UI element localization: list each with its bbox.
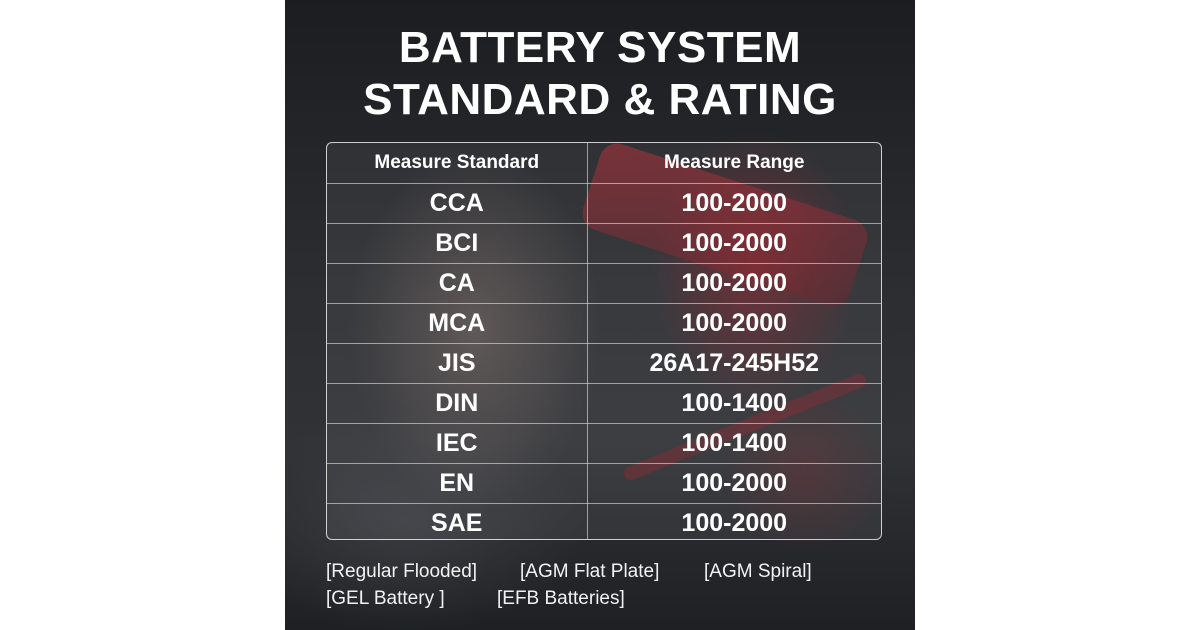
- range-cell: 100-1400: [587, 423, 881, 464]
- range-cell: 100-2000: [587, 223, 881, 264]
- table-row: IEC 100-1400: [327, 423, 881, 464]
- table-row: BCI 100-2000: [327, 223, 881, 264]
- standard-cell: BCI: [327, 223, 588, 264]
- range-cell: 26A17-245H52: [587, 343, 881, 384]
- table-row: MCA 100-2000: [327, 303, 881, 344]
- standard-cell: SAE: [327, 503, 588, 539]
- standard-cell: CA: [327, 263, 588, 304]
- column-header-range: Measure Range: [587, 143, 881, 184]
- table-row: DIN 100-1400: [327, 383, 881, 424]
- battery-type-tag: [GEL Battery ]: [326, 588, 445, 609]
- battery-type-tag: [EFB Batteries]: [497, 588, 625, 609]
- table-header-row: Measure Standard Measure Range: [327, 143, 881, 184]
- standard-cell: MCA: [327, 303, 588, 344]
- table-row: CCA 100-2000: [327, 183, 881, 224]
- standard-cell: CCA: [327, 183, 588, 224]
- title-line-1: BATTERY SYSTEM: [398, 23, 802, 72]
- range-cell: 100-2000: [587, 303, 881, 344]
- battery-type-row: [GEL Battery ] [EFB Batteries]: [326, 585, 886, 612]
- column-header-standard: Measure Standard: [327, 143, 588, 184]
- range-cell: 100-2000: [587, 463, 881, 504]
- table-row: CA 100-2000: [327, 263, 881, 304]
- battery-type-tag: [AGM Flat Plate]: [520, 561, 660, 582]
- range-cell: 100-2000: [681, 509, 788, 537]
- standard-cell: IEC: [327, 423, 588, 464]
- page-title: BATTERY SYSTEM STANDARD & RATING: [285, 22, 915, 126]
- title-line-2: STANDARD & RATING: [363, 75, 837, 124]
- rating-table: Measure Standard Measure Range CCA 100-2…: [326, 142, 882, 540]
- battery-type-tag: [AGM Spiral]: [704, 561, 812, 582]
- table-row: EN 100-2000: [327, 463, 881, 504]
- range-cell: 100-2000: [587, 183, 881, 224]
- range-cell: 100-2000: [587, 263, 881, 304]
- table-row: SAE 100-2000: [327, 503, 881, 539]
- battery-type-row: [Regular Flooded] [AGM Flat Plate] [AGM …: [326, 558, 886, 585]
- range-cell: 100-1400: [587, 383, 881, 424]
- standard-cell: JIS: [327, 343, 588, 384]
- battery-type-tag: [Regular Flooded]: [326, 561, 478, 582]
- table-row: JIS 26A17-245H52: [327, 343, 881, 384]
- promo-panel: BATTERY SYSTEM STANDARD & RATING Measure…: [285, 0, 915, 630]
- battery-type-list: [Regular Flooded] [AGM Flat Plate] [AGM …: [326, 558, 886, 612]
- standard-cell: DIN: [327, 383, 588, 424]
- standard-cell: EN: [327, 463, 588, 504]
